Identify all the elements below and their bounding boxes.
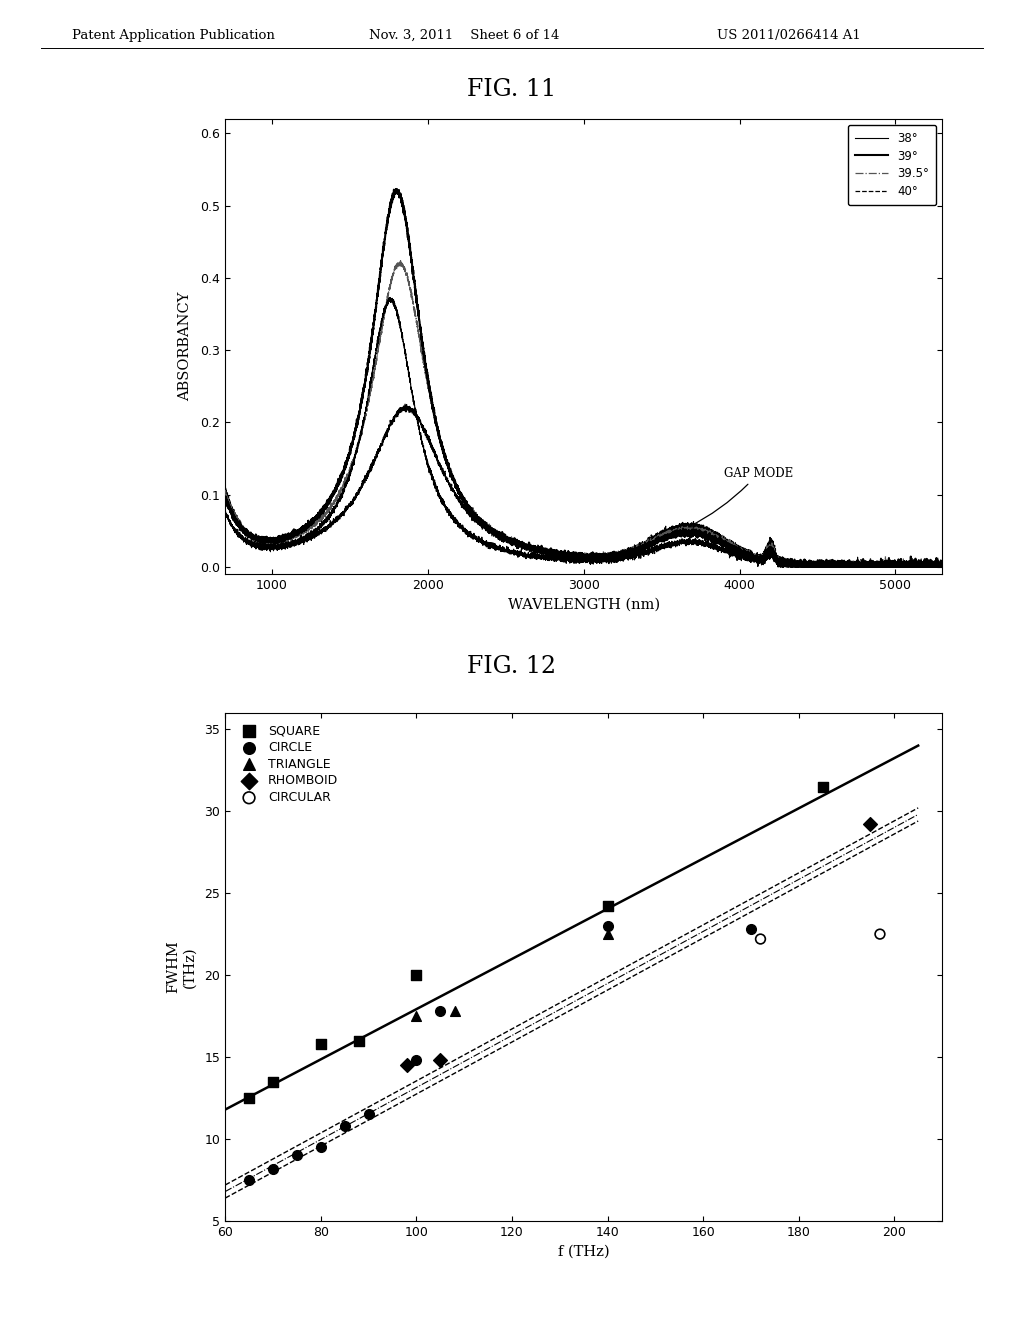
CIRCLE [265,1158,282,1179]
RHOMBOID [862,813,879,834]
Text: FIG. 11: FIG. 11 [467,78,557,102]
CIRCLE [312,1137,329,1158]
Text: Patent Application Publication: Patent Application Publication [72,29,274,42]
RHOMBOID [398,1055,415,1076]
CIRCLE [409,1049,425,1071]
CIRCLE [241,1170,257,1191]
CIRCLE [599,915,615,936]
CIRCLE [360,1104,377,1125]
Text: GAP MODE: GAP MODE [689,466,794,527]
SQUARE [409,965,425,986]
CIRCULAR [753,928,769,949]
Y-axis label: ABSORBANCY: ABSORBANCY [178,292,193,401]
SQUARE [351,1030,368,1051]
Text: FIG. 12: FIG. 12 [467,655,557,678]
TRIANGLE [409,1006,425,1027]
TRIANGLE [446,1001,463,1022]
CIRCLE [289,1144,305,1166]
X-axis label: f (THz): f (THz) [558,1245,609,1258]
CIRCULAR [871,924,888,945]
SQUARE [814,776,830,797]
Text: Nov. 3, 2011    Sheet 6 of 14: Nov. 3, 2011 Sheet 6 of 14 [369,29,559,42]
Y-axis label: FWHM
(THz): FWHM (THz) [166,941,197,993]
X-axis label: WAVELENGTH (nm): WAVELENGTH (nm) [508,598,659,611]
Legend: SQUARE, CIRCLE, TRIANGLE, RHOMBOID, CIRCULAR: SQUARE, CIRCLE, TRIANGLE, RHOMBOID, CIRC… [231,719,343,809]
RHOMBOID [432,1049,449,1071]
Legend: 38°, 39°, 39.5°, 40°: 38°, 39°, 39.5°, 40° [848,124,936,205]
TRIANGLE [599,924,615,945]
CIRCLE [432,1001,449,1022]
SQUARE [599,896,615,917]
Text: US 2011/0266414 A1: US 2011/0266414 A1 [717,29,860,42]
SQUARE [265,1071,282,1092]
CIRCLE [742,919,759,940]
CIRCLE [337,1115,353,1137]
SQUARE [312,1034,329,1055]
SQUARE [241,1088,257,1109]
